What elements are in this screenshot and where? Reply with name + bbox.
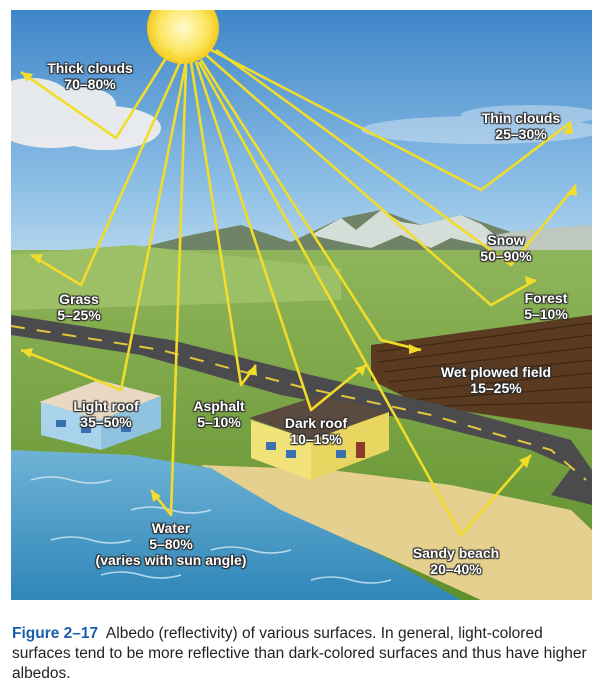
- dark-roof-value: 10–15%: [290, 431, 342, 447]
- sun: [147, 10, 219, 64]
- asphalt-road: [11, 315, 592, 505]
- label-forest: Forest 5–10%: [506, 290, 586, 322]
- snow-name: Snow: [487, 232, 525, 248]
- wet-plowed-field-name: Wet plowed field: [440, 364, 552, 380]
- sandy-beach-value: 20–40%: [430, 561, 482, 577]
- water-note: (varies with sun angle): [95, 552, 247, 568]
- dark-roof-name: Dark roof: [284, 415, 348, 431]
- label-thin-clouds: Thin clouds 25–30%: [461, 110, 581, 142]
- sandy-beach-name: Sandy beach: [412, 545, 500, 561]
- label-wet-plowed-field: Wet plowed field 15–25%: [416, 364, 576, 396]
- label-water: Water 5–80% (varies with sun angle): [71, 520, 271, 568]
- light-roof-name: Light roof: [73, 398, 139, 414]
- label-sandy-beach: Sandy beach 20–40%: [396, 545, 516, 577]
- water-value: 5–80%: [149, 536, 193, 552]
- light-roof-house: [39, 380, 161, 450]
- wet-plowed-field-value: 15–25%: [470, 380, 522, 396]
- thick-clouds: [11, 78, 161, 150]
- solar-rays: [20, 48, 578, 537]
- thin-clouds-name: Thin clouds: [481, 110, 561, 126]
- figure-caption: Figure 2–17 Albedo (reflectivity) of var…: [12, 624, 592, 684]
- grass-name: Grass: [59, 291, 99, 307]
- dark-roof-house: [249, 395, 389, 480]
- label-asphalt: Asphalt 5–10%: [179, 398, 259, 430]
- thick-clouds-name: Thick clouds: [47, 60, 133, 76]
- water: [11, 450, 461, 600]
- label-dark-roof: Dark roof 10–15%: [266, 415, 366, 447]
- label-snow: Snow 50–90%: [456, 232, 556, 264]
- thin-clouds-value: 25–30%: [495, 126, 547, 142]
- grass-value: 5–25%: [57, 307, 101, 323]
- albedo-illustration: Thick clouds 70–80% Thin clouds 25–30% S…: [11, 10, 592, 600]
- scene-background: [11, 10, 592, 600]
- snow-value: 50–90%: [480, 248, 532, 264]
- thick-clouds-value: 70–80%: [64, 76, 116, 92]
- asphalt-value: 5–10%: [197, 414, 241, 430]
- forest-value: 5–10%: [524, 306, 568, 322]
- figure-number: Figure 2–17: [12, 625, 99, 642]
- caption-text: Albedo (reflectivity) of various surface…: [12, 625, 587, 682]
- label-thick-clouds: Thick clouds 70–80%: [25, 60, 155, 92]
- thin-clouds: [361, 105, 592, 144]
- water-name: Water: [151, 520, 191, 536]
- forest-name: Forest: [524, 290, 568, 306]
- ray-arrowheads: [21, 72, 577, 502]
- label-grass: Grass 5–25%: [39, 291, 119, 323]
- asphalt-name: Asphalt: [193, 398, 245, 414]
- label-light-roof: Light roof 35–50%: [61, 398, 151, 430]
- light-roof-value: 35–50%: [80, 414, 132, 430]
